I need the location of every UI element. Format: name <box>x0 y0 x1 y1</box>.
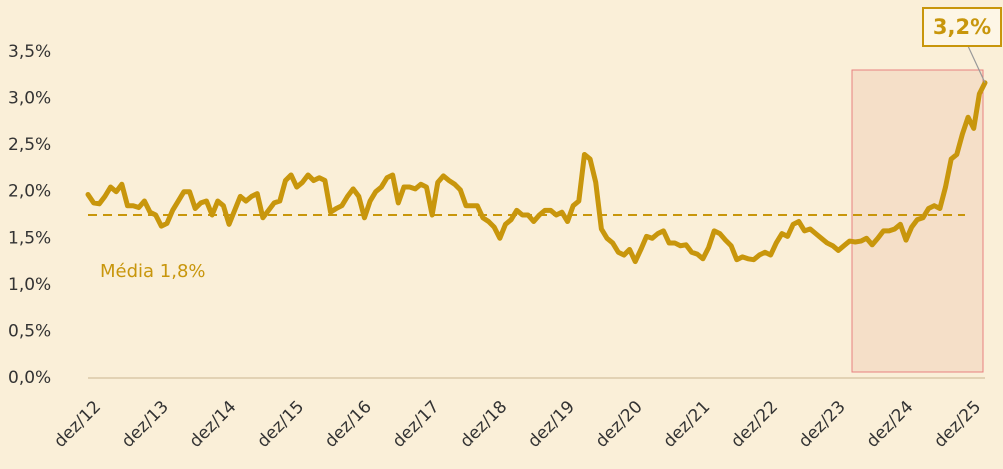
y-tick-label: 2,5% <box>8 135 51 155</box>
y-tick-label: 3,0% <box>8 89 51 109</box>
y-tick-label: 1,0% <box>8 275 51 295</box>
annotation-label: 3,2% <box>933 15 991 39</box>
mean-label: Média 1,8% <box>100 261 206 282</box>
y-tick-label: 1,5% <box>8 228 51 248</box>
data-line <box>85 80 988 265</box>
y-tick-label: 0,5% <box>8 321 51 341</box>
y-tick-label: 2,0% <box>8 182 51 202</box>
annotation-box <box>922 7 1002 47</box>
y-tick-label: 3,5% <box>8 42 51 62</box>
y-tick-label: 0,0% <box>8 368 51 388</box>
annotation-leader <box>967 45 986 83</box>
